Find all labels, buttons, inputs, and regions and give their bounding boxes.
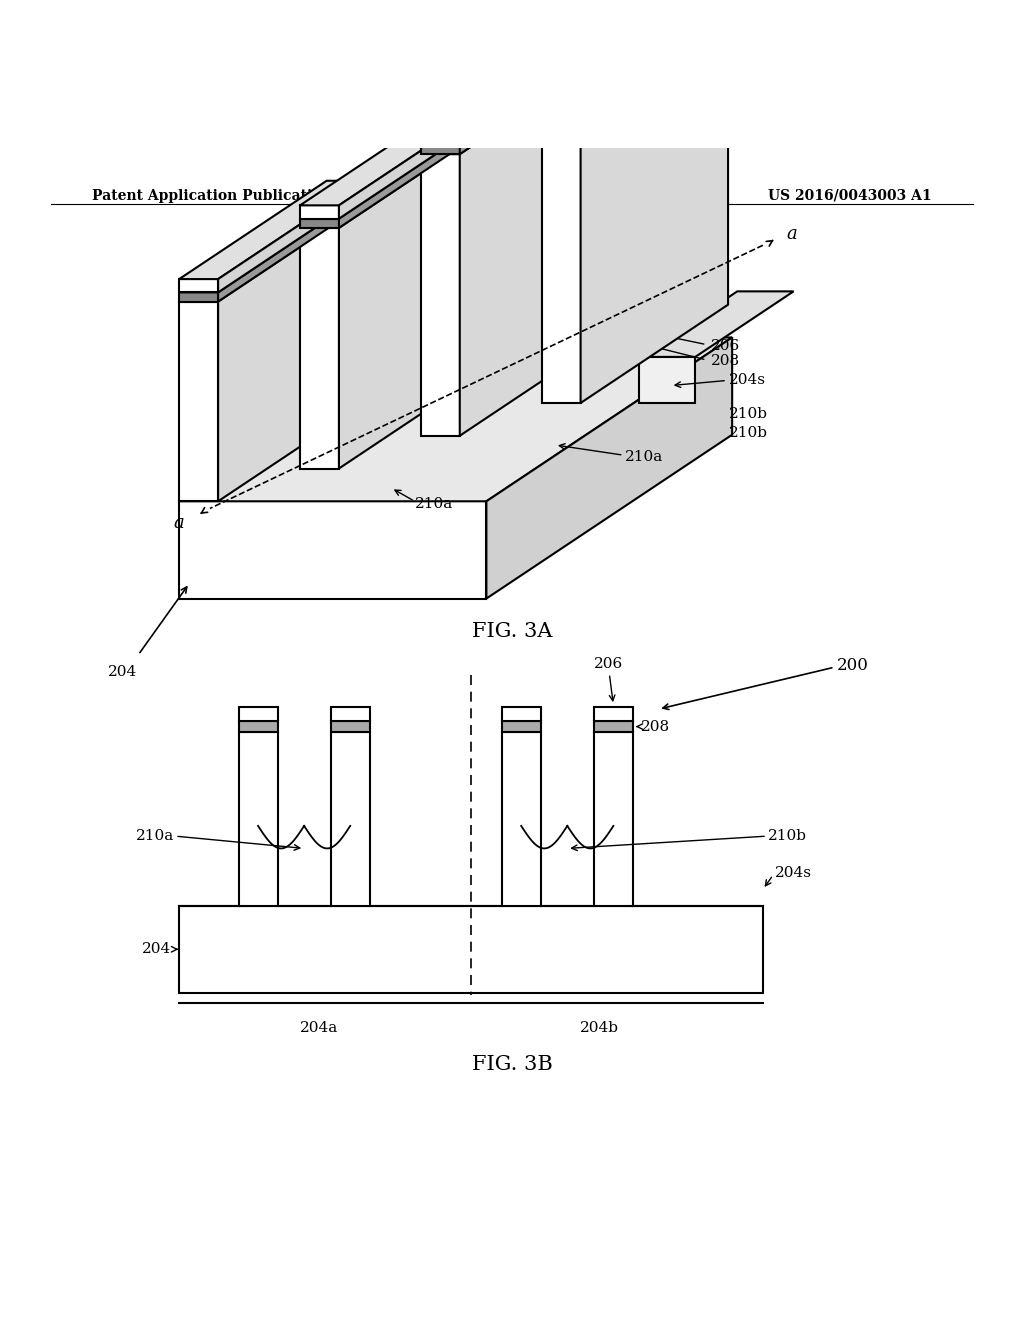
Text: 208: 208: [711, 354, 739, 368]
Text: 206: 206: [594, 657, 623, 672]
Text: 210b: 210b: [768, 829, 807, 843]
Polygon shape: [421, 132, 460, 145]
FancyBboxPatch shape: [239, 708, 278, 722]
Polygon shape: [421, 154, 460, 436]
Polygon shape: [542, 0, 728, 81]
FancyBboxPatch shape: [594, 722, 633, 731]
Polygon shape: [639, 356, 695, 403]
Text: 204a: 204a: [300, 1022, 338, 1035]
Polygon shape: [542, 0, 728, 58]
FancyBboxPatch shape: [331, 731, 370, 906]
Polygon shape: [460, 46, 607, 154]
Text: 204s: 204s: [775, 866, 812, 880]
FancyBboxPatch shape: [502, 708, 541, 722]
Polygon shape: [542, 0, 728, 71]
Text: 210a: 210a: [136, 829, 174, 843]
Polygon shape: [460, 55, 607, 436]
Text: 204s: 204s: [729, 374, 766, 388]
Text: 206: 206: [711, 339, 740, 352]
FancyBboxPatch shape: [331, 708, 370, 722]
Text: 204b: 204b: [580, 1022, 618, 1035]
Text: Patent Application Publication: Patent Application Publication: [92, 189, 332, 203]
Polygon shape: [339, 129, 486, 469]
Polygon shape: [639, 292, 794, 356]
Polygon shape: [486, 338, 732, 598]
Text: 200: 200: [837, 656, 868, 673]
Text: 208: 208: [641, 719, 670, 734]
Text: 210b: 210b: [729, 425, 768, 440]
Polygon shape: [339, 107, 486, 219]
Text: a: a: [786, 224, 797, 243]
Text: 204: 204: [109, 665, 137, 678]
Polygon shape: [300, 206, 339, 219]
Polygon shape: [179, 181, 366, 279]
Text: FIG. 3A: FIG. 3A: [472, 622, 552, 640]
Polygon shape: [421, 46, 607, 145]
Text: 210b: 210b: [729, 408, 768, 421]
Text: 210a: 210a: [415, 498, 453, 511]
Text: Feb. 11, 2016  Sheet 3 of 12: Feb. 11, 2016 Sheet 3 of 12: [402, 189, 622, 203]
Polygon shape: [179, 502, 486, 598]
Polygon shape: [218, 194, 366, 301]
Polygon shape: [542, 58, 581, 71]
Polygon shape: [179, 338, 732, 502]
Polygon shape: [218, 181, 366, 293]
Polygon shape: [339, 120, 486, 228]
Polygon shape: [542, 81, 581, 403]
Text: 204: 204: [141, 942, 171, 956]
FancyBboxPatch shape: [239, 731, 278, 906]
Polygon shape: [542, 71, 581, 81]
Polygon shape: [179, 194, 366, 293]
Polygon shape: [300, 129, 486, 228]
Polygon shape: [421, 55, 607, 154]
Text: FIG. 3B: FIG. 3B: [472, 1055, 552, 1074]
Polygon shape: [581, 0, 728, 403]
Polygon shape: [179, 293, 218, 301]
Text: US 2016/0043003 A1: US 2016/0043003 A1: [768, 189, 932, 203]
FancyBboxPatch shape: [594, 731, 633, 906]
Polygon shape: [300, 228, 339, 469]
Polygon shape: [179, 301, 218, 502]
Polygon shape: [581, 0, 728, 81]
Polygon shape: [460, 33, 607, 145]
Polygon shape: [300, 107, 486, 206]
Polygon shape: [179, 279, 218, 293]
FancyBboxPatch shape: [239, 722, 278, 731]
Polygon shape: [179, 203, 366, 301]
Polygon shape: [421, 33, 607, 132]
Polygon shape: [581, 0, 728, 71]
FancyBboxPatch shape: [331, 722, 370, 731]
FancyBboxPatch shape: [179, 906, 763, 993]
FancyBboxPatch shape: [502, 731, 541, 906]
Polygon shape: [421, 145, 460, 154]
Text: 210a: 210a: [625, 450, 663, 465]
FancyBboxPatch shape: [594, 708, 633, 722]
Polygon shape: [300, 219, 339, 228]
Text: a: a: [174, 513, 184, 532]
Polygon shape: [218, 203, 366, 502]
FancyBboxPatch shape: [502, 722, 541, 731]
Polygon shape: [300, 120, 486, 219]
